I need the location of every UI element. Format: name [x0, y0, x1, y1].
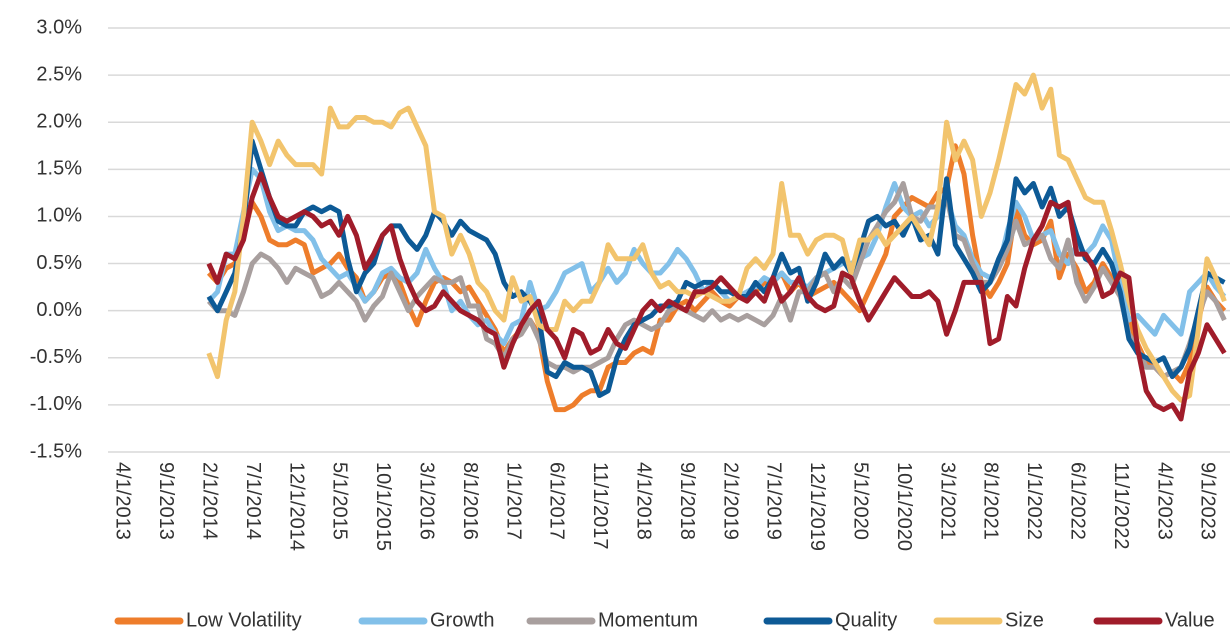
y-tick-label: 3.0% [36, 16, 82, 38]
y-tick-label: 0.5% [36, 252, 82, 274]
y-tick-label: 2.5% [36, 63, 82, 85]
legend-label: Momentum [598, 609, 698, 631]
legend-label: Value [1165, 609, 1215, 631]
x-tick-label: 10/1/2015 [372, 462, 394, 551]
legend-label: Low Volatility [186, 609, 302, 631]
x-tick-label: 8/1/2021 [980, 462, 1002, 540]
series-line [206, 181, 1227, 380]
x-tick-label: 9/1/2013 [155, 462, 177, 540]
x-tick-label: 4/1/2013 [112, 462, 134, 540]
x-tick-label: 6/1/2017 [546, 462, 568, 540]
series-line [206, 72, 1227, 403]
x-tick-label: 3/1/2021 [936, 462, 958, 540]
x-tick-label: 6/1/2022 [1067, 462, 1089, 540]
y-tick-label: 1.5% [36, 158, 82, 180]
legend-label: Growth [430, 609, 494, 631]
y-tick-label: 0.0% [36, 299, 82, 321]
x-tick-label: 2/1/2014 [199, 462, 221, 540]
legend-label: Size [1005, 609, 1044, 631]
x-tick-label: 11/1/2022 [1110, 462, 1132, 550]
x-tick-label: 8/1/2016 [459, 462, 481, 540]
x-tick-label: 4/1/2023 [1153, 462, 1175, 540]
x-tick-label: 7/1/2019 [763, 462, 785, 540]
x-tick-label: 5/1/2015 [329, 462, 351, 540]
y-tick-label: 1.0% [36, 205, 82, 227]
x-tick-label: 9/1/2023 [1197, 462, 1219, 540]
y-tick-label: -0.5% [30, 346, 82, 368]
y-tick-label: 2.0% [36, 111, 82, 133]
x-tick-label: 10/1/2020 [893, 462, 915, 551]
x-tick-label: 3/1/2016 [416, 462, 438, 540]
x-tick-label: 2/1/2019 [719, 462, 741, 540]
x-tick-label: 7/1/2014 [242, 462, 264, 540]
series-line [206, 171, 1227, 422]
legend-label: Quality [835, 609, 897, 631]
x-tick-label: 1/1/2017 [502, 462, 524, 540]
x-tick-label: 12/1/2019 [806, 462, 828, 551]
x-tick-label: 4/1/2018 [633, 462, 655, 540]
x-tick-label: 12/1/2014 [285, 462, 307, 551]
x-tick-label: 11/1/2017 [589, 462, 611, 550]
x-tick-label: 1/1/2022 [1023, 462, 1045, 540]
y-tick-label: -1.0% [30, 393, 82, 415]
y-tick-label: -1.5% [30, 440, 82, 462]
x-tick-label: 9/1/2018 [676, 462, 698, 540]
x-tick-label: 5/1/2020 [850, 462, 872, 540]
